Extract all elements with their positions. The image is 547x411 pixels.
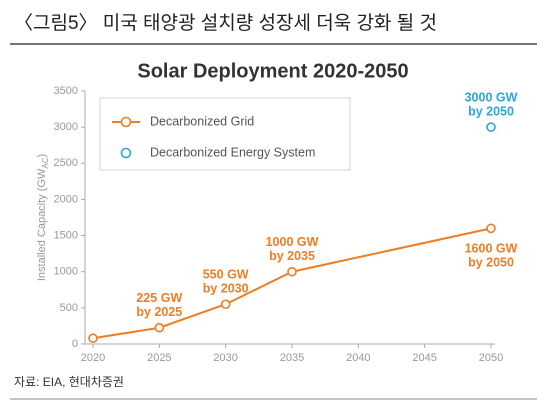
y-tick-label: 2500 [54, 157, 78, 169]
point [220, 299, 231, 310]
value-sublabel: by 2050 [468, 256, 514, 270]
value-label: 3000 GW [465, 90, 518, 104]
x-tick-label: 2050 [479, 352, 503, 364]
y-tick-label: 500 [60, 302, 78, 314]
y-tick-label: 0 [72, 338, 78, 350]
chart-title: Solar Deployment 2020-2050 [137, 60, 408, 82]
y-tick-label: 1500 [54, 229, 78, 241]
value-label: 1000 GW [266, 235, 319, 249]
y-tick-label: 3500 [54, 85, 78, 97]
point [287, 266, 297, 277]
value-label: 225 GW [136, 291, 182, 305]
value-sublabel: by 2050 [468, 104, 514, 118]
legend-marker [120, 147, 132, 159]
point [88, 333, 98, 344]
value-sublabel: by 2035 [269, 249, 315, 263]
legend-label: Decarbonized Energy System [150, 145, 315, 159]
y-axis-label-part: Installed Capacity (GW [36, 168, 48, 281]
value-sublabel: by 2030 [203, 282, 249, 296]
x-tick-label: 2045 [412, 352, 436, 364]
y-tick-label: 3000 [54, 121, 78, 133]
x-tick-label: 2020 [81, 352, 105, 364]
y-tick-label: 2000 [54, 193, 78, 205]
source: 자료: EIA, 현대차증권 [14, 375, 124, 389]
x-tick-label: 2030 [213, 352, 237, 364]
legend-marker [120, 116, 132, 128]
y-axis-label-part: ) [36, 154, 48, 158]
y-tick-label: 1000 [54, 266, 78, 278]
value-label: 1600 GW [465, 242, 518, 256]
x-tick-label: 2035 [280, 352, 304, 364]
legend-label: Decarbonized Grid [150, 114, 254, 128]
x-tick-label: 2040 [346, 352, 370, 364]
value-sublabel: by 2025 [136, 305, 182, 319]
y-axis-label: Installed Capacity (GWAC) [36, 154, 50, 281]
header: 〈그림5〉 미국 태양광 설치량 성장세 더욱 강화 될 것 [14, 12, 437, 34]
value-label: 550 GW [203, 268, 249, 282]
legend-box [99, 97, 351, 171]
point [154, 322, 165, 333]
x-tick-label: 2025 [147, 352, 171, 364]
y-axis-label-part: AC [41, 157, 50, 168]
point [486, 223, 496, 234]
point [486, 122, 496, 132]
